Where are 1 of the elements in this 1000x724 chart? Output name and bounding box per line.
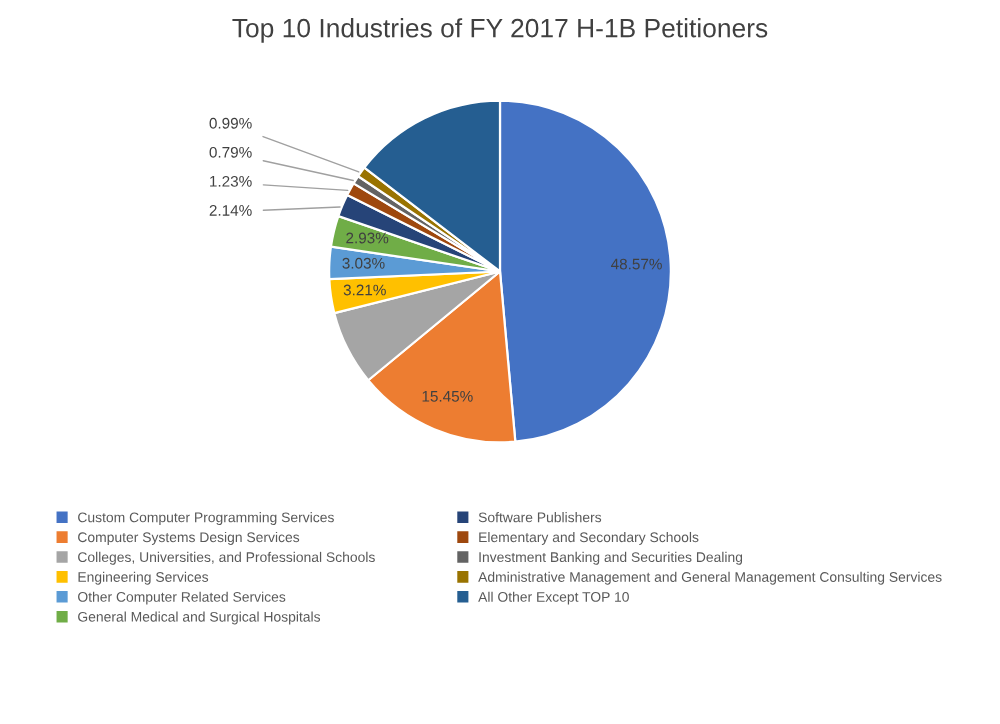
chart-title: Top 10 Industries of FY 2017 H-1B Petitioners (232, 18, 768, 43)
